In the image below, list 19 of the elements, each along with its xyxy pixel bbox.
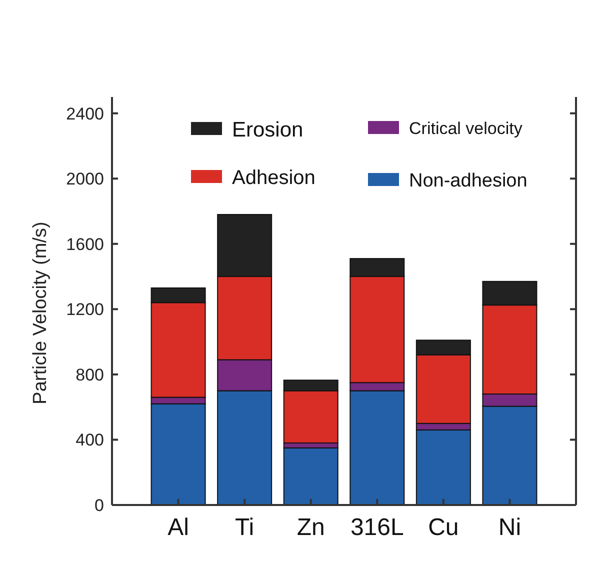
y-tick-label: 1200 [66, 300, 104, 320]
legend-label: Critical velocity [409, 118, 523, 138]
x-tick-label: Ni [498, 514, 522, 541]
x-tick-label: Ti [235, 514, 254, 541]
x-tick-label: Al [168, 514, 189, 541]
y-tick-label: 400 [76, 430, 104, 450]
legend-label: Erosion [232, 118, 304, 142]
x-tick-label: Cu [428, 514, 459, 541]
y-axis-title: Particle Velocity (m/s) [30, 222, 51, 404]
x-tick-label: Zn [296, 514, 325, 541]
y-tick-label: 0 [94, 496, 104, 515]
legend-label: Adhesion [232, 167, 316, 189]
y-tick-label: 800 [76, 365, 104, 384]
x-tick-label: 316L [350, 514, 404, 541]
legend-label: Non-adhesion [409, 170, 528, 192]
bar [283, 447, 338, 506]
y-tick-label: 2000 [66, 170, 104, 189]
y-tick-label: 1600 [66, 234, 104, 254]
y-tick-label: 2400 [66, 104, 104, 124]
